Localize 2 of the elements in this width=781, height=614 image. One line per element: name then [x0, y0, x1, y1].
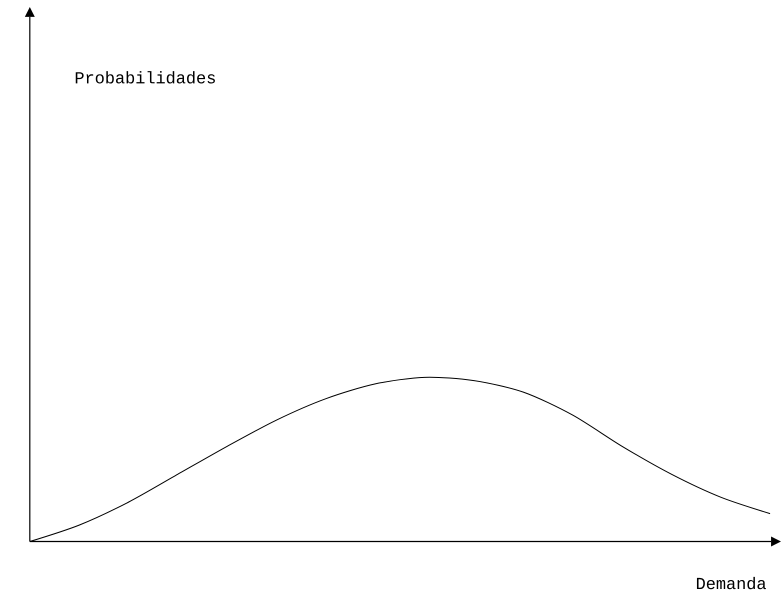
text: Probabilidades	[76, 71, 215, 84]
x-axis-title: Demanda	[696, 576, 766, 590]
